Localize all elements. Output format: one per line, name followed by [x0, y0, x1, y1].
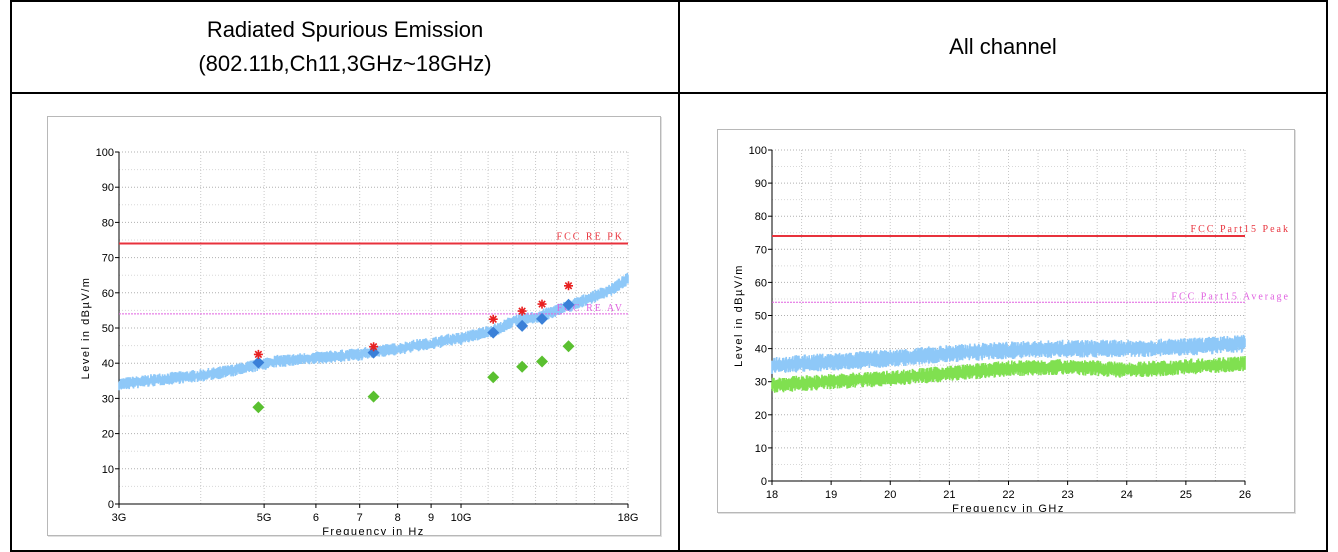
y-tick-label: 80 — [755, 211, 767, 223]
x-tick-label: 10G — [451, 512, 472, 524]
limit-label-average: FCC Part15 Average — [1171, 291, 1290, 302]
y-tick-label: 0 — [108, 499, 114, 511]
marker-star-red — [253, 349, 263, 359]
chart-left-frame: 0 10 20 30 40 50 60 70 80 90 100 3G 5G 6 7 8 9 10G 18G Freq… — [47, 116, 661, 536]
left-title-line2: (802.11b,Ch11,3GHz~18GHz) — [198, 51, 492, 76]
x-axis-label: Frequency in Hz — [322, 526, 425, 535]
marker-diamond-green — [536, 355, 549, 368]
x-tick-label: 8 — [395, 512, 401, 524]
y-tick-label: 40 — [755, 344, 767, 356]
y-tick-label: 40 — [102, 358, 114, 370]
y-tick-label: 0 — [761, 476, 767, 488]
chart-right-frame: 0 10 20 30 40 50 60 70 80 90 100 18 19 20 21 22 23 24 25 26… — [717, 129, 1295, 513]
marker-diamond-blue — [536, 312, 549, 325]
x-tick-label: 3G — [112, 512, 127, 524]
chart-right: 0 10 20 30 40 50 60 70 80 90 100 18 19 20 21 22 23 24 25 26… — [733, 145, 1290, 512]
marker-diamond-green — [516, 360, 529, 373]
y-tick-label: 70 — [102, 253, 114, 265]
y-tick-label: 50 — [102, 323, 114, 335]
limit-label-average: FCC RE AV — [557, 303, 624, 314]
marker-diamond-green — [367, 390, 380, 403]
report-table: Radiated Spurious Emission (802.11b,Ch11… — [10, 0, 1328, 552]
x-tick-label: 24 — [1121, 489, 1133, 501]
y-tick-label: 20 — [755, 410, 767, 422]
marker-star-red — [537, 299, 547, 309]
x-tick-label: 9 — [428, 512, 434, 524]
y-tick-label: 50 — [755, 311, 767, 323]
marker-star-red — [369, 342, 379, 352]
x-axis-label: Frequency in GHz — [952, 503, 1065, 512]
x-tick-label: 5G — [257, 512, 272, 524]
x-tick-label: 19 — [825, 489, 837, 501]
y-tick-label: 100 — [96, 147, 114, 159]
y-tick-label: 20 — [102, 429, 114, 441]
left-header-cell: Radiated Spurious Emission (802.11b,Ch11… — [10, 0, 680, 94]
average-trace — [771, 355, 1246, 393]
marker-diamond-blue — [516, 319, 529, 332]
marker-star-red — [488, 314, 498, 324]
right-title: All channel — [949, 34, 1057, 59]
marker-diamond-green — [252, 401, 265, 414]
y-tick-label: 90 — [102, 182, 114, 194]
limit-label-peak: FCC RE PK — [557, 232, 624, 243]
chart-left: 0 10 20 30 40 50 60 70 80 90 100 3G 5G 6 7 8 9 10G 18G Freq… — [80, 147, 639, 535]
marker-star-red — [564, 281, 573, 291]
y-tick-label: 10 — [102, 464, 114, 476]
x-tick-label: 22 — [1002, 489, 1014, 501]
y-axis-label: Level in dBµV/m — [80, 277, 92, 380]
y-tick-label: 30 — [102, 393, 114, 405]
x-tick-label: 6 — [313, 512, 319, 524]
y-tick-label: 80 — [102, 217, 114, 229]
limit-label-peak: FCC Part15 Peak — [1191, 224, 1290, 235]
marker-diamond-blue — [562, 298, 575, 311]
left-title-line1: Radiated Spurious Emission — [206, 17, 484, 42]
marker-diamond-green — [562, 340, 575, 353]
peak-trace — [118, 272, 629, 391]
x-tick-label: 23 — [1062, 489, 1074, 501]
y-tick-label: 10 — [755, 443, 767, 455]
left-chart-cell: 0 10 20 30 40 50 60 70 80 90 100 3G 5G 6 7 8 9 10G 18G Freq… — [10, 92, 680, 552]
y-tick-label: 30 — [755, 377, 767, 389]
y-tick-label: 60 — [755, 277, 767, 289]
y-tick-label: 90 — [755, 178, 767, 190]
marker-diamond-blue — [487, 326, 500, 339]
x-tick-label: 7 — [357, 512, 363, 524]
x-tick-label: 21 — [943, 489, 955, 501]
peak-trace — [771, 334, 1246, 374]
x-tick-label: 25 — [1180, 489, 1192, 501]
x-tick-label: 18G — [618, 512, 639, 524]
y-axis-label: Level in dBµV/m — [733, 264, 745, 367]
x-tick-label: 26 — [1239, 489, 1251, 501]
x-tick-label: 18 — [766, 489, 778, 501]
y-tick-label: 70 — [755, 244, 767, 256]
right-chart-cell: 0 10 20 30 40 50 60 70 80 90 100 18 19 20 21 22 23 24 25 26… — [678, 92, 1328, 552]
right-header-cell: All channel — [678, 0, 1328, 94]
x-tick-label: 20 — [884, 489, 896, 501]
marker-star-red — [517, 306, 527, 316]
marker-diamond-blue — [252, 356, 265, 369]
marker-diamond-green — [487, 371, 500, 384]
y-tick-label: 100 — [749, 145, 767, 157]
y-tick-label: 60 — [102, 288, 114, 300]
